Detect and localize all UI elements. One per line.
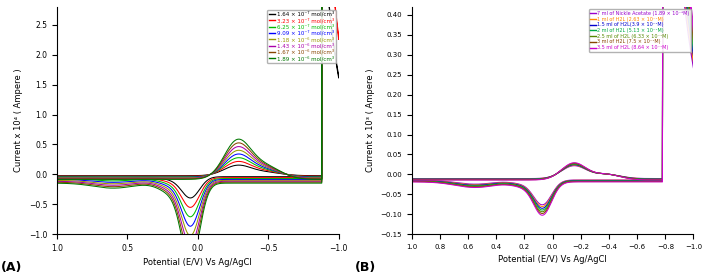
X-axis label: Potential (E/V) Vs Ag/AgCl: Potential (E/V) Vs Ag/AgCl (498, 255, 607, 265)
Text: (B): (B) (355, 262, 376, 274)
Text: (A): (A) (1, 262, 22, 274)
Legend: 7 ml of Nickle Acetate (1.89 × 10⁻⁶M), 1 ml of H2L (2.63 × 10⁻⁷M), 1.5 ml of H2L: 7 ml of Nickle Acetate (1.89 × 10⁻⁶M), 1… (588, 9, 691, 52)
Y-axis label: Current x 10⁴ ( Ampere ): Current x 10⁴ ( Ampere ) (14, 69, 23, 172)
Y-axis label: Current x 10³ ( Ampere ): Current x 10³ ( Ampere ) (366, 69, 375, 172)
Legend: 1.64 × 10⁻⁷ mol/cm³, 3.23 × 10⁻⁷ mol/cm³, 6.25 × 10⁻⁷ mol/cm³, 9.09 × 10⁻⁷ mol/c: 1.64 × 10⁻⁷ mol/cm³, 3.23 × 10⁻⁷ mol/cm³… (267, 10, 336, 63)
X-axis label: Potential (E/V) Vs Ag/AgCl: Potential (E/V) Vs Ag/AgCl (143, 258, 252, 267)
